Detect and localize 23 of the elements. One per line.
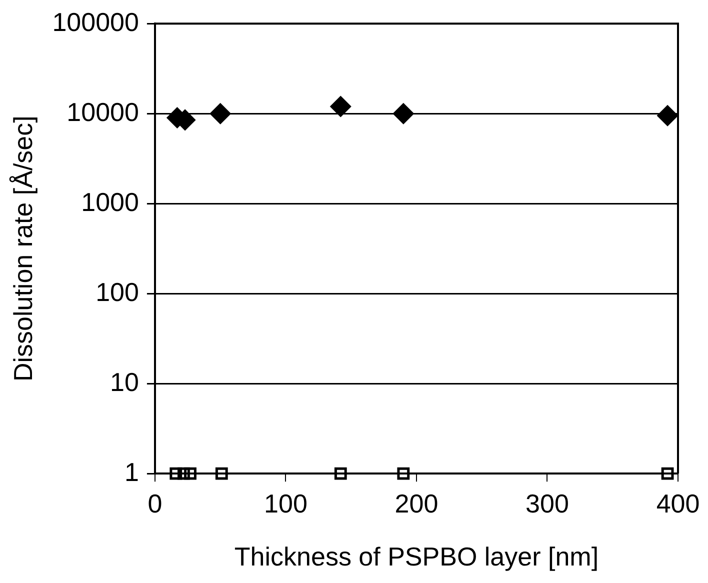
y-tick-label: 1000: [81, 186, 139, 217]
point: [661, 467, 674, 480]
point: [330, 96, 351, 117]
point: [334, 467, 347, 480]
x-tick-label: 200: [394, 488, 438, 518]
point: [657, 105, 678, 126]
y-tick-label: 100: [96, 276, 139, 307]
x-axis-title: Thickness of PSPBO layer [nm]: [234, 542, 599, 572]
point: [210, 103, 231, 124]
x-tick-label: 100: [264, 488, 308, 518]
x-tick-label: 0: [148, 488, 162, 518]
y-tick-label: 1: [124, 456, 139, 487]
point: [170, 467, 182, 480]
point: [215, 467, 228, 480]
point: [393, 103, 414, 124]
point: [397, 467, 410, 480]
y-tick-label: 10000: [66, 96, 139, 127]
x-tick-label: 300: [526, 488, 569, 518]
x-tick-label: 400: [656, 488, 700, 518]
y-tick-label: 100000: [52, 6, 139, 37]
point: [184, 467, 196, 480]
y-axis-title: Dissolution rate [Å/sec]: [8, 116, 38, 382]
y-tick-label: 10: [110, 366, 139, 397]
